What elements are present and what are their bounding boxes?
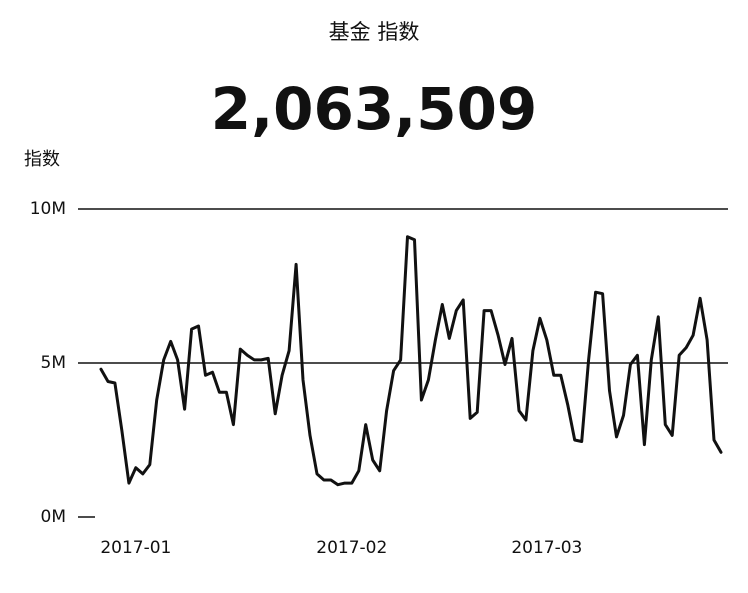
y-axis-label: 指数 <box>24 149 60 170</box>
x-tick-label: 2017-02 <box>316 538 387 558</box>
y-tick-label: 5M <box>41 353 66 373</box>
big-number: 2,063,509 <box>211 75 538 143</box>
chart-title: 基金 指数 <box>329 20 420 44</box>
y-tick-label: 10M <box>30 199 66 219</box>
y-tick-label: 0M <box>41 507 66 527</box>
x-tick-label: 2017-03 <box>511 538 582 558</box>
x-tick-label: 2017-01 <box>100 538 171 558</box>
line <box>99 235 723 487</box>
